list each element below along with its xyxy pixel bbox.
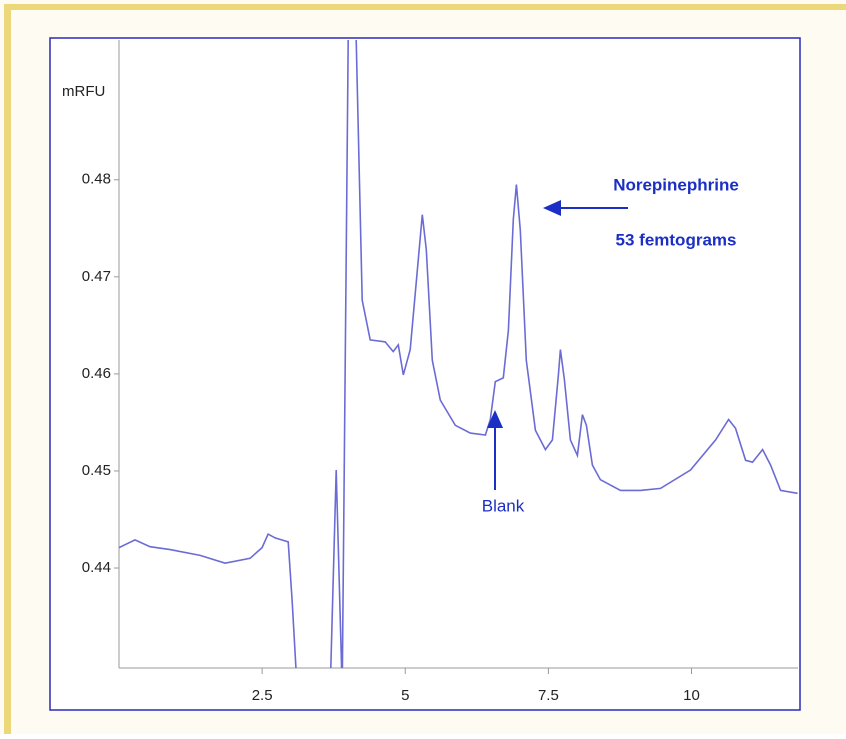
x-tick-label: 5: [401, 687, 409, 704]
y-tick-label: 0.46: [82, 365, 111, 382]
panel: [49, 37, 801, 711]
y-axis-label: mRFU: [62, 83, 105, 100]
chromatogram-line: [119, 40, 798, 668]
annotation: 53 femtograms: [616, 230, 737, 249]
annotation: Norepinephrine: [613, 175, 739, 194]
plot: [119, 40, 798, 668]
x-tick-label: 7.5: [538, 687, 559, 704]
frame-left: [4, 4, 11, 734]
annotation: Blank: [482, 496, 525, 515]
y-tick-label: 0.45: [82, 462, 111, 479]
x-tick-label: 2.5: [252, 687, 273, 704]
x-tick-label: 10: [683, 687, 700, 704]
y-tick-label: 0.44: [82, 559, 111, 576]
frame-top: [4, 4, 846, 10]
y-tick-label: 0.48: [82, 171, 111, 188]
y-tick-label: 0.47: [82, 268, 111, 285]
